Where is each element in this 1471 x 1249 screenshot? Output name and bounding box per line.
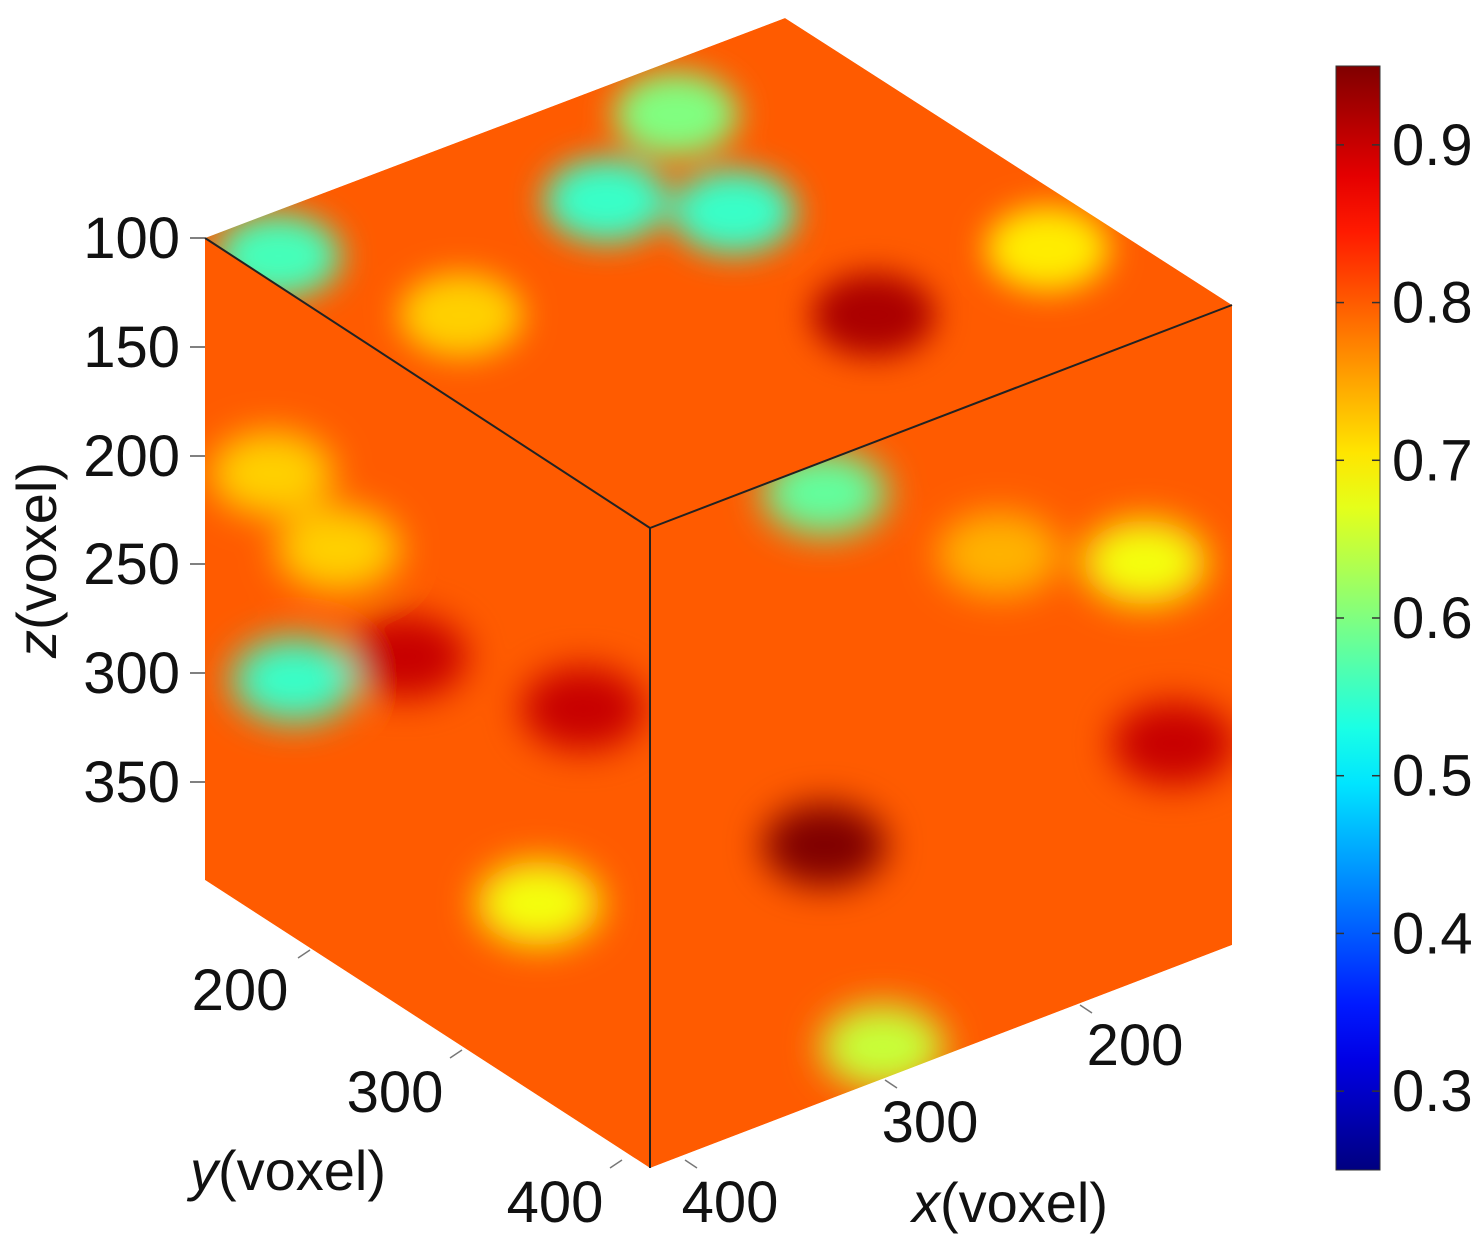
top-face-feature	[544, 158, 669, 243]
colorbar-tick-label: 0.3	[1392, 1059, 1471, 1124]
y-tick-mark	[609, 1159, 623, 1169]
front-face-feature	[209, 431, 334, 516]
cube-right-face	[650, 305, 1232, 1168]
x-tick-label: 300	[882, 1090, 979, 1155]
z-tick-label: 150	[83, 315, 180, 380]
top-face-feature	[399, 273, 524, 358]
y-tick-label: 300	[347, 1060, 444, 1125]
y-axis-var: y	[186, 1139, 221, 1202]
right-face-feature	[1111, 701, 1232, 786]
top-face-features	[216, 72, 1110, 358]
cube-front-face	[205, 238, 650, 1168]
front-face-feature	[276, 507, 401, 591]
top-face-feature	[671, 169, 796, 254]
x-axis-unit: (voxel)	[940, 1171, 1108, 1234]
colorbar-tick-label: 0.4	[1392, 901, 1471, 966]
front-face-feature	[521, 666, 646, 751]
x-tick-label: 200	[1087, 1013, 1184, 1078]
z-axis-var: z	[5, 630, 68, 659]
edge-top-front	[204, 237, 651, 529]
colorbar-tick-label: 0.8	[1392, 271, 1471, 336]
y-axis: 200 300 400	[192, 949, 623, 1235]
top-face-base	[205, 18, 1232, 528]
z-tick-label: 300	[83, 641, 180, 706]
y-tick-label: 200	[192, 958, 289, 1023]
x-tick-label: 400	[682, 1170, 779, 1235]
x-tick-mark	[1079, 1004, 1093, 1014]
y-tick-mark	[297, 949, 311, 959]
edge-top-right	[649, 304, 1233, 529]
y-axis-label: y(voxel)	[186, 1139, 386, 1202]
volume-cube	[204, 18, 1233, 1168]
colorbar-ticks: 0.9 0.8 0.7 0.6 0.5 0.4 0.3	[1336, 113, 1471, 1124]
colorbar: 0.9 0.8 0.7 0.6 0.5 0.4 0.3	[1335, 65, 1471, 1171]
right-face-feature	[937, 512, 1062, 597]
cube-top-face	[205, 18, 1232, 528]
colorbar-tick-label: 0.5	[1392, 744, 1471, 809]
x-tick-mark	[884, 1079, 898, 1089]
right-face-feature	[762, 803, 887, 888]
y-axis-unit: (voxel)	[218, 1139, 386, 1202]
front-face-features	[209, 431, 646, 946]
z-axis: 100 150 200 250 300 350	[83, 206, 205, 815]
y-tick-label: 400	[507, 1170, 604, 1235]
x-axis-var: x	[909, 1171, 942, 1234]
y-tick-mark	[449, 1049, 463, 1059]
colorbar-tick-label: 0.9	[1392, 113, 1471, 178]
cube-edges	[204, 237, 1233, 1168]
colorbar-tick-label: 0.7	[1392, 428, 1471, 493]
z-tick-label: 200	[83, 424, 180, 489]
z-tick-label: 250	[83, 532, 180, 597]
z-axis-unit: (voxel)	[5, 462, 68, 630]
colorbar-tick-label: 0.6	[1392, 586, 1471, 651]
front-face-feature	[476, 861, 601, 946]
front-face-feature	[343, 614, 468, 699]
z-tick-label: 350	[83, 750, 180, 815]
x-tick-mark	[684, 1159, 698, 1169]
x-axis-label: x(voxel)	[909, 1171, 1108, 1234]
z-tick-label: 100	[83, 206, 180, 271]
right-face-feature	[820, 1004, 945, 1089]
z-axis-label: z(voxel)	[5, 462, 68, 659]
x-axis: 200 300 400	[682, 1004, 1184, 1235]
top-face-feature	[811, 272, 936, 357]
top-face-feature	[614, 72, 738, 157]
top-face-feature	[985, 206, 1110, 291]
right-face-feature	[1082, 520, 1207, 605]
front-face-feature	[232, 638, 356, 722]
